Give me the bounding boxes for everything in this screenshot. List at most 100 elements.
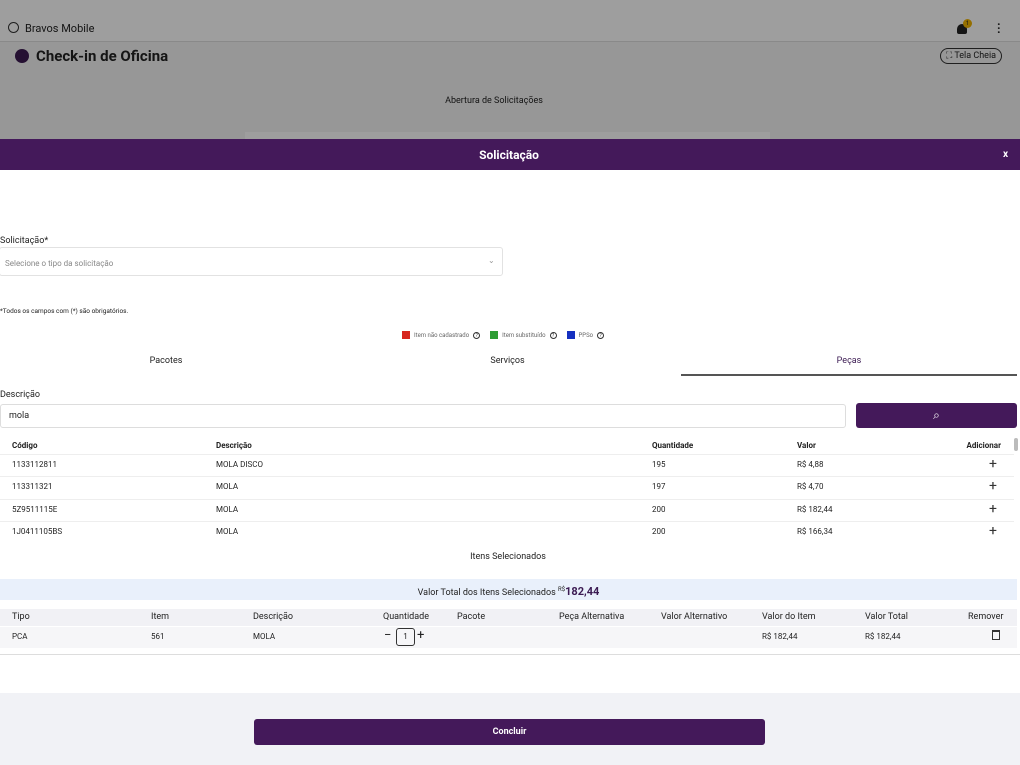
cell: R$ 166,34	[797, 526, 833, 536]
select[interactable]: Selecione o tipo da solicitação ⌄	[0, 247, 503, 276]
column-header: Quantidade	[383, 612, 429, 622]
legend-swatch	[490, 331, 499, 339]
help-icon[interactable]: ?	[549, 331, 557, 339]
cell: MOLA	[253, 632, 276, 641]
quantity-input[interactable]: 1	[396, 628, 415, 646]
column-header: Remover	[968, 612, 1004, 622]
cell: 113311321	[12, 482, 53, 492]
legend-swatch	[566, 331, 575, 339]
cell: 1J0411105BS	[12, 526, 63, 536]
row-divider	[0, 476, 1014, 478]
decrement[interactable]: −	[384, 628, 392, 643]
cell: 200	[652, 526, 666, 536]
cell: R$ 182,44	[797, 504, 833, 514]
modal-title: Solicitação	[479, 148, 539, 162]
selected-title: Itens Selecionados	[470, 552, 546, 562]
tab[interactable]: Peças	[836, 356, 862, 366]
menu-icon[interactable]: · · ·	[997, 17, 1001, 39]
column-header: Descrição	[253, 612, 294, 622]
total-value: 182,44	[565, 585, 600, 598]
cell: 5Z9511115E	[12, 504, 58, 514]
column-header: Código	[12, 441, 38, 450]
legend-label: PPSo	[578, 331, 594, 339]
legend-label: Item não cadastrado	[414, 331, 470, 339]
column-header: Valor	[797, 441, 816, 450]
fullscreen-button[interactable]: ⛶ Tela Cheia	[940, 48, 1002, 64]
legend-label: Item substituído	[502, 331, 546, 339]
row-divider	[0, 454, 1014, 455]
app-background: Bravos Mobile 1 · · · Check-in de Oficina …	[0, 0, 1020, 142]
cell: R$ 182,44	[865, 632, 901, 641]
add-button[interactable]: +	[989, 456, 997, 472]
cell: 200	[652, 504, 666, 514]
row-divider	[0, 520, 1014, 522]
search-label: Descrição	[0, 390, 41, 400]
cell: 561	[151, 632, 165, 641]
column-header: Descrição	[216, 441, 252, 450]
bell-icon[interactable]	[957, 24, 967, 34]
overlay	[0, 0, 1020, 139]
selected-table: Tipo Item Descrição Quantidade Pacote Peça Al…	[0, 609, 1017, 649]
cell: 197	[652, 482, 666, 492]
chevron: ⌄	[488, 256, 495, 265]
column-header: Valor Alternativo	[661, 612, 728, 622]
legend: Item não cadastrado? Item substituído? PPS…	[402, 330, 605, 340]
cell: MOLA DISCO	[216, 460, 263, 469]
tab[interactable]: Pacotes	[149, 356, 183, 366]
column-header: Tipo	[12, 612, 30, 622]
column-header: Valor Total	[865, 612, 908, 622]
search-button[interactable]: ⌕	[856, 403, 1017, 428]
note: *Todos os campos com (*) são obrigatório…	[0, 307, 129, 315]
fullscreen-label: Tela Cheia	[954, 51, 997, 61]
cell: MOLA	[216, 482, 239, 492]
row-bg	[0, 627, 1017, 648]
modal-header: Solicitação x	[0, 139, 1020, 170]
tab[interactable]: Serviços	[490, 356, 525, 366]
search-input[interactable]: mola	[0, 404, 846, 428]
app-name: Bravos Mobile	[25, 22, 95, 35]
footer: Concluir	[0, 693, 1020, 765]
badge: 1	[963, 19, 972, 28]
cell: MOLA	[216, 526, 239, 536]
card	[245, 132, 770, 142]
legend-item: Item não cadastrado?	[402, 331, 481, 339]
search-value: mola	[9, 411, 30, 421]
total-bar: Valor Total dos Itens Selecionados R$182…	[0, 579, 1017, 600]
app-bar	[0, 0, 1020, 42]
row-divider	[0, 498, 1014, 500]
column-header: Pacote	[457, 612, 486, 622]
cell: PCA	[12, 632, 28, 641]
help-icon[interactable]: ?	[473, 331, 481, 339]
cell: R$ 182,44	[762, 632, 798, 641]
submit-button[interactable]: Concluir	[254, 719, 765, 745]
results-table: Código Descrição Quantidade Valor Adicionar 1…	[0, 438, 1014, 536]
increment[interactable]: +	[417, 628, 425, 643]
help-icon[interactable]: ?	[597, 331, 605, 339]
scrollbar	[1014, 438, 1018, 451]
cell: R$ 4,88	[797, 460, 824, 469]
back-button[interactable]	[15, 49, 29, 63]
field-label: Solicitação*	[0, 236, 49, 246]
cell: R$ 4,70	[797, 482, 824, 492]
legend-swatch	[402, 331, 410, 339]
column-header: Quantidade	[652, 441, 694, 450]
header-bg	[0, 609, 1017, 626]
add-button[interactable]: +	[989, 478, 997, 495]
logo	[8, 22, 19, 33]
cell: 1133112811	[12, 460, 57, 469]
section-title: Abertura de Solicitações	[445, 96, 543, 106]
page-title: Check-in de Oficina	[36, 47, 169, 65]
tab-underline	[681, 374, 1017, 376]
column-header: Adicionar	[966, 441, 1002, 450]
cell: MOLA	[216, 504, 239, 514]
legend-item: Item substituído?	[490, 331, 557, 339]
legend-item: PPSo?	[566, 331, 605, 339]
add-button[interactable]: +	[989, 522, 997, 536]
close-button[interactable]: x	[1003, 149, 1009, 160]
remove-button[interactable]	[992, 630, 1000, 640]
select-placeholder: Selecione o tipo da solicitação	[5, 259, 114, 268]
column-header: Valor do Item	[762, 612, 816, 622]
total-label: Valor Total dos Itens Selecionados	[417, 588, 556, 598]
add-button[interactable]: +	[989, 500, 997, 517]
